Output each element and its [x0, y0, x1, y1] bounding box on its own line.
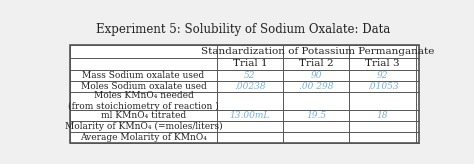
Text: Standardization of Potassium Permanganate: Standardization of Potassium Permanganat… — [201, 47, 435, 56]
Text: ml KMnO₄ titrated: ml KMnO₄ titrated — [101, 111, 186, 120]
FancyBboxPatch shape — [70, 45, 419, 144]
Text: 92: 92 — [377, 71, 388, 80]
Text: 18: 18 — [377, 111, 388, 120]
Text: Moles Sodium oxalate used: Moles Sodium oxalate used — [81, 82, 207, 91]
Text: Trial 2: Trial 2 — [299, 60, 334, 68]
Text: 90: 90 — [310, 71, 322, 80]
Text: Average Molarity of KMnO₄: Average Molarity of KMnO₄ — [80, 133, 207, 142]
Text: .01053: .01053 — [367, 82, 399, 91]
Text: 52: 52 — [244, 71, 256, 80]
Text: Mass Sodium oxalate used: Mass Sodium oxalate used — [82, 71, 205, 80]
Text: Trial 3: Trial 3 — [365, 60, 400, 68]
Text: Experiment 5: Solubility of Sodium Oxalate: Data: Experiment 5: Solubility of Sodium Oxala… — [96, 23, 390, 36]
Text: Trial 1: Trial 1 — [233, 60, 267, 68]
Text: 19.5: 19.5 — [306, 111, 327, 120]
Text: .00238: .00238 — [234, 82, 266, 91]
Text: 13.00mL: 13.00mL — [230, 111, 270, 120]
Text: Moles KMnO₄ needed
(from stoichiometry of reaction ): Moles KMnO₄ needed (from stoichiometry o… — [68, 91, 219, 111]
Text: .00 298: .00 298 — [299, 82, 334, 91]
Text: Molarity of KMnO₄ (=moles/liters): Molarity of KMnO₄ (=moles/liters) — [65, 122, 222, 131]
